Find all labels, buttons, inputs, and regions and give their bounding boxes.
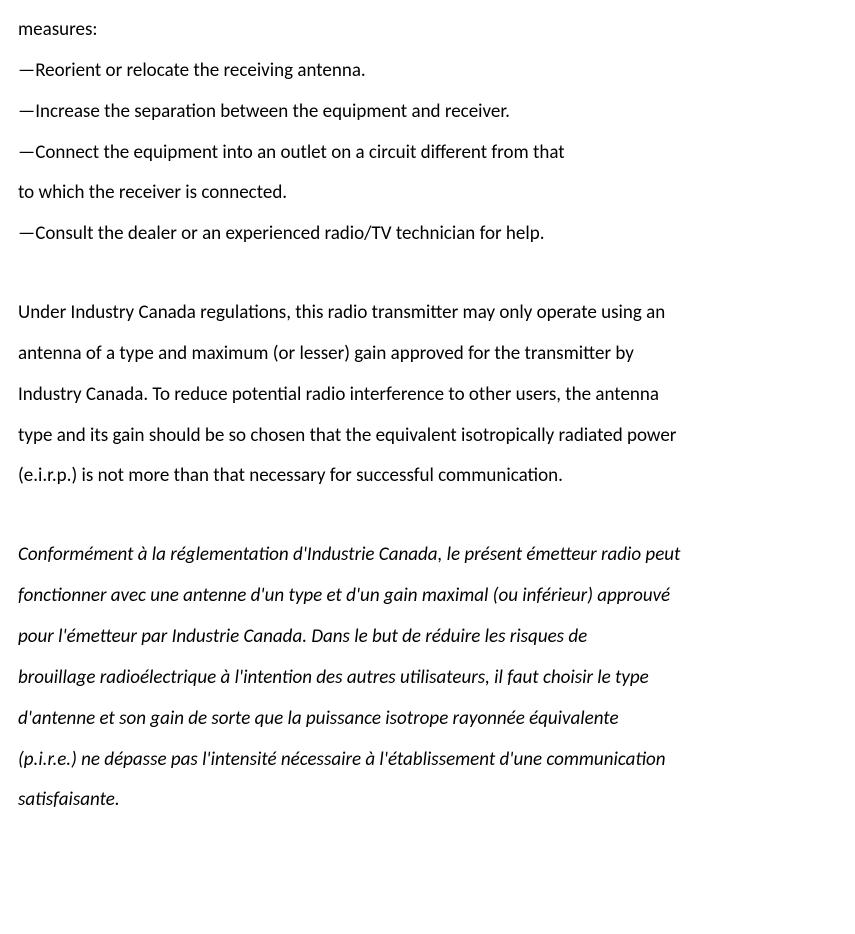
measure-item-1: —Reorient or relocate the receiving ante… — [18, 51, 837, 92]
french-regulation-line-7: satisfaisante. — [18, 780, 837, 821]
english-regulation-line-1: Under Industry Canada regulations, this … — [18, 293, 837, 334]
english-regulation-line-4: type and its gain should be so chosen th… — [18, 416, 837, 457]
document-body: measures: —Reorient or relocate the rece… — [18, 10, 837, 821]
french-regulation-line-3: pour l'émetteur par Industrie Canada. Da… — [18, 617, 837, 658]
paragraph-spacer — [18, 255, 837, 293]
measure-item-3b: to which the receiver is connected. — [18, 173, 837, 214]
measures-heading: measures: — [18, 10, 837, 51]
paragraph-spacer — [18, 497, 837, 535]
french-regulation-line-6: (p.i.r.e.) ne dépasse pas l'intensité né… — [18, 740, 837, 781]
english-regulation-line-5: (e.i.r.p.) is not more than that necessa… — [18, 456, 837, 497]
english-regulation-line-2: antenna of a type and maximum (or lesser… — [18, 334, 837, 375]
measure-item-4: —Consult the dealer or an experienced ra… — [18, 214, 837, 255]
french-regulation-line-4: brouillage radioélectrique à l'intention… — [18, 658, 837, 699]
french-regulation-line-1: Conformément à la réglementation d'Indus… — [18, 535, 837, 576]
french-regulation-line-5: d'antenne et son gain de sorte que la pu… — [18, 699, 837, 740]
measure-item-3a: —Connect the equipment into an outlet on… — [18, 133, 837, 174]
french-regulation-line-2: fonctionner avec une antenne d'un type e… — [18, 576, 837, 617]
measure-item-2: —Increase the separation between the equ… — [18, 92, 837, 133]
english-regulation-line-3: Industry Canada. To reduce potential rad… — [18, 375, 837, 416]
